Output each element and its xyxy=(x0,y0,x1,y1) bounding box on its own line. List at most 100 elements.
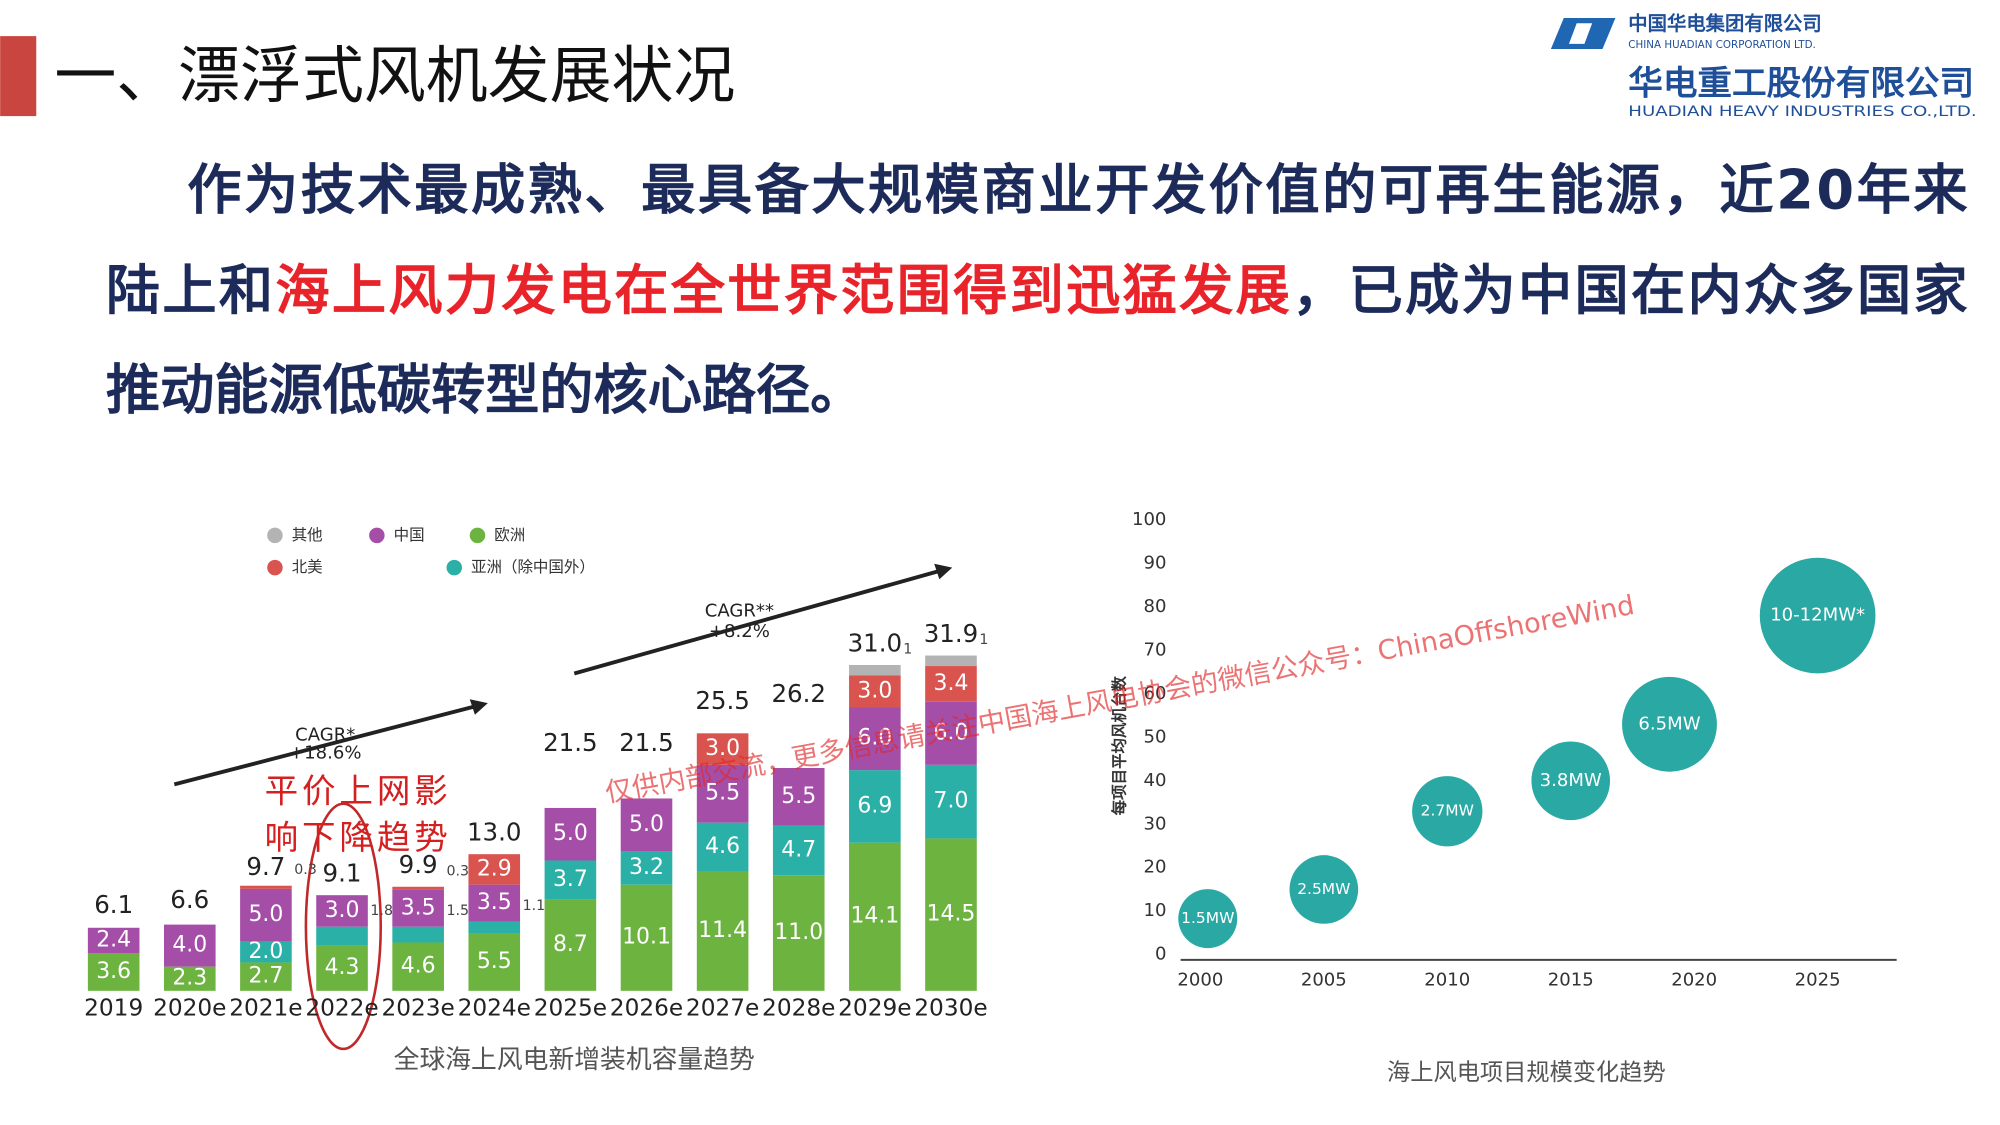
bar-segment xyxy=(620,884,673,991)
segment-label: 3.0 xyxy=(705,736,740,761)
x-tick-label: 2025e xyxy=(534,994,607,1021)
trend-arrow xyxy=(173,703,478,787)
logo-text: HUADIAN HEAVY INDUSTRIES CO.,LTD. xyxy=(1628,104,1976,120)
bar-segment xyxy=(240,962,292,991)
segment-label: 3.0 xyxy=(325,898,360,923)
total-label: 25.5 xyxy=(695,686,750,715)
y-tick-label: 90 xyxy=(1143,552,1166,573)
bar-segment xyxy=(87,952,140,991)
y-tick-label: 10 xyxy=(1143,900,1166,921)
bar-segment xyxy=(392,926,444,943)
total-label: 21.5 xyxy=(543,728,598,757)
legend-label: 北美 xyxy=(292,558,323,576)
y-tick-label: 70 xyxy=(1143,639,1166,660)
total-label: 9.7 xyxy=(246,852,285,881)
segment-label: 6.0 xyxy=(934,720,969,745)
segment-label: 4.6 xyxy=(401,954,436,979)
bar-segment xyxy=(696,871,749,991)
segment-label: 5.0 xyxy=(248,902,283,927)
x-tick-label: 2020 xyxy=(1671,970,1717,991)
body-line: 陆上和海上风力发电在全世界范围得到迅猛发展，已成为中国在内众多国家 xyxy=(106,259,1968,322)
annotation: +18.6% xyxy=(289,742,361,763)
bar-segment xyxy=(696,733,749,765)
legend-marker xyxy=(446,559,463,576)
bar-segment xyxy=(849,770,901,843)
bar-segment xyxy=(544,899,597,991)
x-tick-label: 2030e xyxy=(914,994,987,1021)
bar-segment xyxy=(468,933,521,991)
segment-label: 8.7 xyxy=(553,932,588,957)
text-segment: ，已成为中国在内众多国家 xyxy=(1292,259,1967,322)
legend-label: 中国 xyxy=(394,526,425,544)
y-tick-label: 60 xyxy=(1143,683,1166,704)
bar-segment xyxy=(163,966,216,991)
bubble xyxy=(1531,741,1611,821)
bar-segment xyxy=(849,707,901,771)
logo-text: 中国华电集团有限公司 xyxy=(1628,12,1821,35)
body-text: 作为技术最成熟、最具备大规模商业开发价值的可再生能源，近20年来陆上和海上风力发… xyxy=(106,158,1968,421)
bar-segment xyxy=(87,927,140,953)
segment-label: 3.5 xyxy=(477,890,512,915)
legend-marker xyxy=(267,527,283,544)
bar-segment xyxy=(316,895,368,927)
bar-segment xyxy=(696,822,749,872)
bubble-label: 2.5MW xyxy=(1297,880,1350,898)
bar-segment xyxy=(925,764,977,839)
title-bar xyxy=(0,36,37,117)
total-label: 6.1 xyxy=(94,890,133,919)
total-label: 26.2 xyxy=(771,679,826,708)
segment-label: 1 xyxy=(979,632,988,648)
segment-label: 5.5 xyxy=(705,781,740,806)
bar-segment xyxy=(240,941,292,963)
bar-segment xyxy=(772,825,825,876)
logo-text: 华电重工股份有限公司 xyxy=(1628,64,1974,103)
annotation: CAGR** xyxy=(705,601,774,622)
x-tick-label: 2028e xyxy=(762,994,835,1021)
legend-marker xyxy=(369,527,385,544)
bar-segment xyxy=(468,921,521,934)
trend-arrow xyxy=(573,568,943,676)
y-tick-label: 80 xyxy=(1143,596,1166,617)
bar-segment xyxy=(392,942,444,991)
segment-label: 14.1 xyxy=(850,904,899,929)
annotation: +8.2% xyxy=(709,621,770,642)
arrow-head xyxy=(469,699,488,715)
legend-marker xyxy=(469,527,486,544)
segment-label: 1 xyxy=(903,642,912,658)
segment-label: 5.0 xyxy=(629,812,664,837)
x-tick-label: 2026e xyxy=(610,994,683,1021)
text-segment: 推动能源低碳转型的核心路径。 xyxy=(106,358,864,421)
segment-label: 3.2 xyxy=(629,855,664,880)
logo-text: CHINA HUADIAN CORPORATION LTD. xyxy=(1628,39,1816,51)
legend-marker xyxy=(267,559,283,576)
segment-label: 4.3 xyxy=(325,955,360,980)
total-label: 31.9 xyxy=(924,619,979,648)
segment-label: 4.7 xyxy=(781,838,816,863)
bar-segment xyxy=(925,838,977,991)
segment-label: 5.5 xyxy=(781,784,816,809)
segment-label: 10.1 xyxy=(622,925,671,950)
segment-label: 14.5 xyxy=(927,902,976,927)
text-segment: 作为技术最成熟、最具备大规模商业开发价值的可再生能源，近20年来 xyxy=(187,158,1967,221)
x-tick-label: 2005 xyxy=(1301,970,1347,991)
bar-segment xyxy=(240,888,292,942)
y-axis-label: 每项目平均风机台数 xyxy=(1109,676,1128,816)
legend-label: 亚洲（除中国外） xyxy=(471,558,595,576)
bar-segment xyxy=(849,842,901,991)
y-tick-label: 50 xyxy=(1143,726,1166,747)
bar-segment xyxy=(772,875,825,991)
total-label: 6.6 xyxy=(170,885,209,914)
bubble xyxy=(1759,557,1876,674)
x-tick-label: 2023e xyxy=(381,994,454,1021)
y-tick-label: 0 xyxy=(1155,944,1166,965)
bar-segment xyxy=(468,884,521,922)
bar-segment xyxy=(925,701,977,765)
slide-title: 一、漂浮式风机发展状况 xyxy=(54,40,735,112)
segment-label: 3.0 xyxy=(857,678,892,703)
bar-segment xyxy=(544,860,597,900)
bar-segment xyxy=(925,666,977,702)
segment-label: 5.0 xyxy=(553,821,588,846)
bar-segment xyxy=(468,854,521,885)
